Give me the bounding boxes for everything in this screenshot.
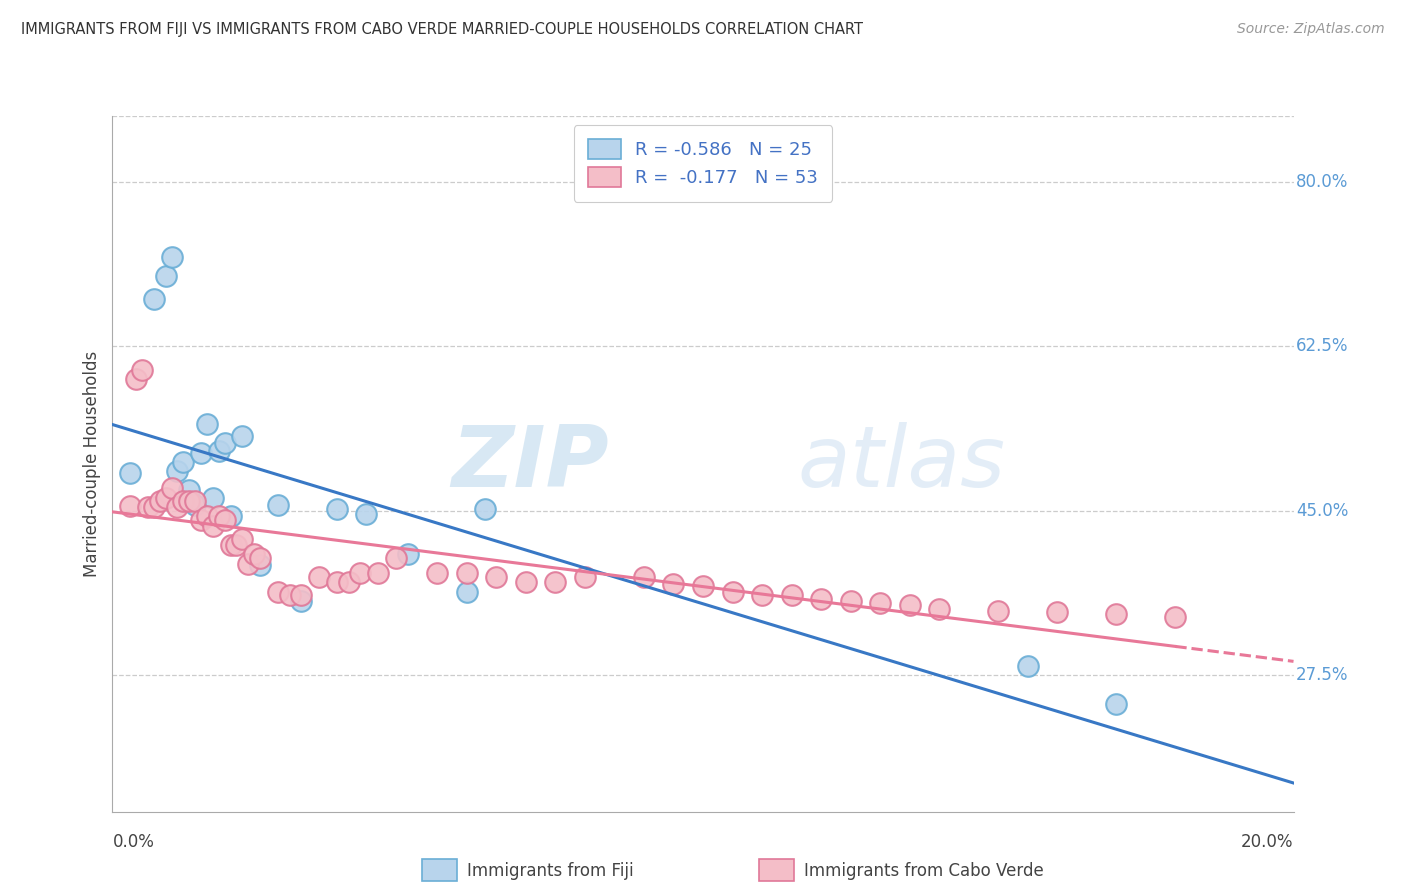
Point xyxy=(142,293,165,307)
Point xyxy=(184,494,207,508)
Point xyxy=(149,494,172,508)
Text: 45.0%: 45.0% xyxy=(1296,502,1348,520)
Point xyxy=(142,500,165,514)
Point xyxy=(485,569,508,583)
Point xyxy=(751,589,773,603)
Point xyxy=(136,500,159,514)
Point xyxy=(721,584,744,599)
Point xyxy=(326,502,349,516)
Text: ZIP: ZIP xyxy=(451,422,609,506)
Point xyxy=(1105,607,1128,622)
Point xyxy=(184,498,207,512)
Point xyxy=(1105,697,1128,711)
Point xyxy=(120,467,142,481)
Point xyxy=(131,363,153,377)
Point xyxy=(195,417,218,432)
Point xyxy=(243,547,266,561)
Point xyxy=(290,589,312,603)
Point xyxy=(195,509,218,524)
Text: 80.0%: 80.0% xyxy=(1296,173,1348,191)
Point xyxy=(290,594,312,608)
Point xyxy=(155,268,177,283)
Point xyxy=(208,509,231,524)
Point xyxy=(633,569,655,583)
Point xyxy=(474,502,496,516)
Point xyxy=(179,494,201,508)
Y-axis label: Married-couple Households: Married-couple Households xyxy=(83,351,101,577)
Text: 27.5%: 27.5% xyxy=(1296,666,1348,684)
Point xyxy=(225,538,247,552)
Point xyxy=(214,436,236,450)
Point xyxy=(396,547,419,561)
Point xyxy=(190,445,212,459)
Point xyxy=(349,566,371,580)
Point xyxy=(898,598,921,612)
Point xyxy=(987,603,1010,617)
Text: Source: ZipAtlas.com: Source: ZipAtlas.com xyxy=(1237,22,1385,37)
Point xyxy=(231,532,253,546)
Point xyxy=(928,601,950,615)
Point xyxy=(166,500,188,514)
Point xyxy=(166,464,188,478)
Point xyxy=(356,507,378,521)
Text: atlas: atlas xyxy=(797,422,1005,506)
Point xyxy=(214,513,236,527)
Text: IMMIGRANTS FROM FIJI VS IMMIGRANTS FROM CABO VERDE MARRIED-COUPLE HOUSEHOLDS COR: IMMIGRANTS FROM FIJI VS IMMIGRANTS FROM … xyxy=(21,22,863,37)
Point xyxy=(1017,659,1039,673)
Point xyxy=(267,498,290,512)
Text: Immigrants from Cabo Verde: Immigrants from Cabo Verde xyxy=(804,862,1045,880)
Point xyxy=(810,592,832,607)
Point xyxy=(219,538,242,552)
Point xyxy=(662,577,685,591)
Point xyxy=(1046,606,1069,620)
Point xyxy=(179,483,201,498)
Point xyxy=(231,428,253,442)
Point xyxy=(426,566,449,580)
Point xyxy=(385,550,408,565)
Point xyxy=(515,575,537,590)
Point xyxy=(155,491,177,505)
Point xyxy=(120,499,142,513)
Point xyxy=(326,575,349,590)
Point xyxy=(172,455,194,469)
Point xyxy=(839,594,862,608)
Text: Immigrants from Fiji: Immigrants from Fiji xyxy=(467,862,634,880)
Point xyxy=(1164,610,1187,624)
Point xyxy=(692,579,714,593)
Point xyxy=(308,569,330,583)
Point xyxy=(456,566,478,580)
Legend: R = -0.586   N = 25, R =  -0.177   N = 53: R = -0.586 N = 25, R = -0.177 N = 53 xyxy=(574,125,832,202)
Point xyxy=(249,558,271,573)
Point xyxy=(172,494,194,508)
Point xyxy=(201,519,224,533)
Point xyxy=(208,443,231,458)
Point xyxy=(238,557,260,571)
Text: 62.5%: 62.5% xyxy=(1296,337,1348,355)
Point xyxy=(125,372,148,386)
Point xyxy=(219,509,242,524)
Point xyxy=(249,550,271,565)
Point xyxy=(574,569,596,583)
Text: 0.0%: 0.0% xyxy=(112,832,155,851)
Point xyxy=(160,250,183,264)
Point xyxy=(160,481,183,495)
Point xyxy=(190,513,212,527)
Point xyxy=(201,491,224,505)
Point xyxy=(869,596,891,610)
Point xyxy=(278,589,301,603)
Point xyxy=(267,584,290,599)
Text: 20.0%: 20.0% xyxy=(1241,832,1294,851)
Point xyxy=(780,589,803,603)
Point xyxy=(367,566,389,580)
Point xyxy=(337,575,360,590)
Point xyxy=(544,575,567,590)
Point xyxy=(456,584,478,599)
